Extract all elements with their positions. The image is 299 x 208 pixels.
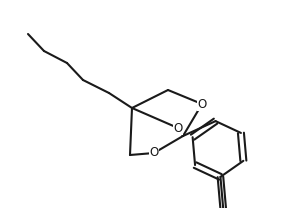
Text: O: O <box>197 98 207 110</box>
Text: O: O <box>173 121 183 135</box>
Text: O: O <box>150 146 159 160</box>
